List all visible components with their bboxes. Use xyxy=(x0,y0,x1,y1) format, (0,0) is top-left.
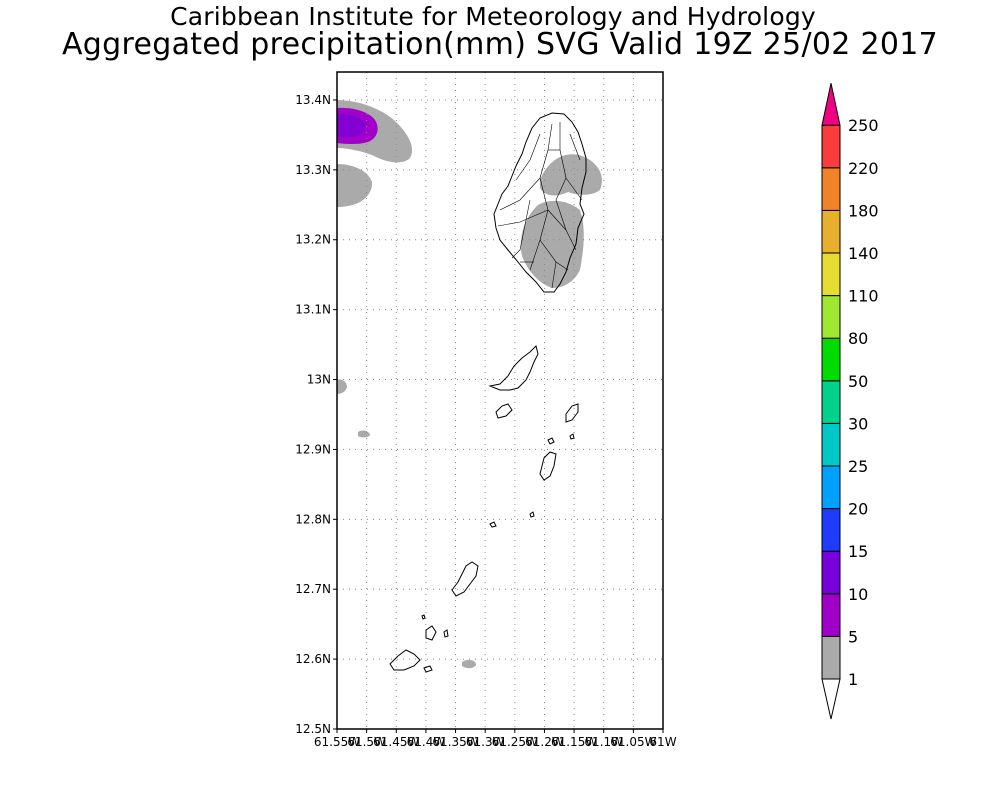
precipitation-shading xyxy=(337,100,602,669)
island-carriacou xyxy=(389,649,421,671)
lon-tick-label: 61.15W xyxy=(551,735,597,749)
island-mustique xyxy=(565,403,579,423)
colorbar-label: 220 xyxy=(848,159,879,178)
islet-3 xyxy=(529,511,535,518)
coastlines xyxy=(389,112,587,673)
colorbar-label: 10 xyxy=(848,585,868,604)
colorbar-segment xyxy=(821,593,841,637)
rain-area-small-1 xyxy=(358,430,370,438)
island-union xyxy=(451,561,479,597)
islet-8 xyxy=(569,433,575,440)
colorbar-label: 140 xyxy=(848,244,879,263)
colorbar-segment xyxy=(821,508,841,552)
lon-tick-label: 61.55W xyxy=(314,735,360,749)
colorbar-segment xyxy=(821,167,841,211)
lat-tick-label: 12.7N xyxy=(295,582,331,596)
lon-tick-label: 61.05W xyxy=(610,735,656,749)
colorbar-segment xyxy=(821,465,841,510)
rain-area-west-small xyxy=(337,379,347,394)
islet-bequia-south xyxy=(495,403,513,419)
islet-6 xyxy=(421,614,426,620)
colorbar-bottom-arrow xyxy=(821,678,841,720)
rain-area-west xyxy=(337,164,373,207)
island-bequia xyxy=(488,345,539,391)
islet-4 xyxy=(425,625,437,641)
islet-2 xyxy=(489,521,497,528)
map-grid xyxy=(337,72,663,729)
lat-tick-label: 13N xyxy=(307,373,331,387)
rain-area-northwest-10mm xyxy=(337,113,365,138)
colorbar-label: 80 xyxy=(848,329,868,348)
colorbar-label: 1 xyxy=(848,670,858,689)
island-st-vincent xyxy=(493,112,587,293)
st-vincent-rivers xyxy=(497,122,583,289)
colorbar-segment xyxy=(821,252,841,297)
lon-tick-label: 61.1W xyxy=(584,735,623,749)
lon-tick-label: 61.25W xyxy=(492,735,538,749)
colorbar-label: 5 xyxy=(848,627,858,646)
colorbar-label: 25 xyxy=(848,457,868,476)
lat-tick-label: 13.4N xyxy=(295,93,331,107)
colorbar-segment xyxy=(821,635,841,680)
colorbar-top-arrow xyxy=(821,83,841,126)
island-canouan xyxy=(539,451,557,481)
colorbar-label: 20 xyxy=(848,500,868,519)
colorbar-segment xyxy=(821,209,841,254)
colorbar-segment xyxy=(821,295,841,339)
rain-area-stvincent-north xyxy=(540,154,602,196)
lat-tick-label: 13.1N xyxy=(295,303,331,317)
colorbar-segment xyxy=(821,380,841,424)
lat-tick-label: 12.5N xyxy=(295,722,331,736)
rain-area-stvincent-south xyxy=(520,200,584,288)
map-frame xyxy=(336,71,664,730)
lon-tick-label: 61.3W xyxy=(466,735,505,749)
lat-tick-label: 13.3N xyxy=(295,163,331,177)
colorbar-segment xyxy=(821,550,841,595)
rain-area-small-2 xyxy=(462,659,476,669)
islet-5 xyxy=(443,629,449,638)
colorbar-segment xyxy=(821,337,841,382)
lat-tick-label: 13.2N xyxy=(295,233,331,247)
colorbar-label: 30 xyxy=(848,414,868,433)
colorbar-label: 15 xyxy=(848,542,868,561)
latitude-tick-labels: 12.5N 12.6N 12.7N 12.8N 12.9N 13N 13.1N 13.2N 13… xyxy=(295,93,337,736)
colorbar-label: 110 xyxy=(848,287,879,306)
lon-tick-label: 61W xyxy=(649,735,676,749)
lat-tick-label: 12.8N xyxy=(295,512,331,526)
lon-tick-label: 61.35W xyxy=(432,735,478,749)
lon-tick-label: 61.2W xyxy=(525,735,564,749)
title-product: Aggregated precipitation(mm) SVG Valid 1… xyxy=(61,27,939,62)
colorbar-label: 250 xyxy=(848,116,879,135)
islet-1 xyxy=(547,437,555,445)
islet-7 xyxy=(423,665,433,673)
lat-tick-label: 12.9N xyxy=(295,442,331,456)
colorbar-label: 50 xyxy=(848,372,868,391)
colorbar-segment xyxy=(821,422,841,467)
title-institute: Caribbean Institute for Meteorology and … xyxy=(170,2,816,31)
colorbar-label: 180 xyxy=(848,201,879,220)
colorbar-segment xyxy=(821,124,841,169)
lat-tick-label: 12.6N xyxy=(295,652,331,666)
lon-tick-label: 61.4W xyxy=(407,735,446,749)
longitude-tick-labels: 61.55W61.5W61.45W61.4W61.35W61.3W61.25W6… xyxy=(314,729,677,749)
lon-tick-label: 61.45W xyxy=(373,735,419,749)
lon-tick-label: 61.5W xyxy=(347,735,386,749)
